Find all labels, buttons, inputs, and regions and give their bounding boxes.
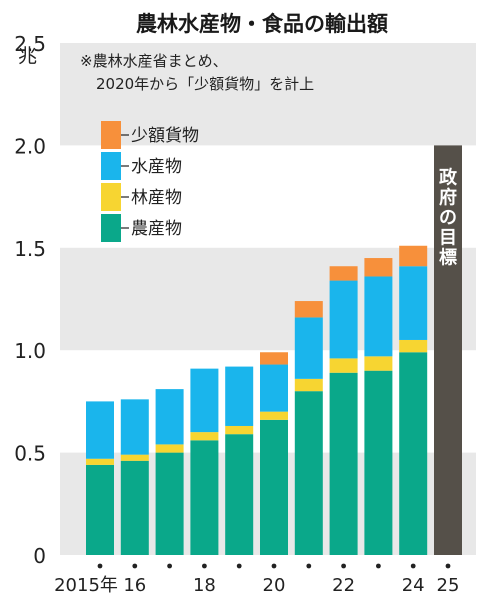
bar-2018-series-0 (190, 440, 219, 555)
bar-2024-series-2 (399, 266, 428, 340)
bar-2019-series-1 (225, 425, 254, 435)
bar-2022-series-3 (329, 266, 358, 281)
x-tick-label-2025: 25 (437, 575, 460, 596)
x-tick-label-2018: 18 (193, 575, 216, 596)
bar-2015-series-1 (86, 458, 114, 465)
y-tick-5: 2.5 (14, 32, 46, 56)
x-dot-2021 (306, 563, 312, 569)
source-note-line1: ※農林水産省まとめ、 (80, 52, 228, 70)
bar-2018-series-2 (190, 368, 219, 433)
y-tick-0: 0 (33, 544, 46, 568)
bar-2017-series-2 (155, 389, 184, 445)
bar-2016-series-0 (120, 460, 149, 555)
y-unit: 兆 (18, 45, 37, 67)
y-tick-1: 0.5 (14, 442, 46, 466)
bar-2021-series-3 (294, 301, 323, 318)
x-tick-label-2015: 2015年 (54, 575, 118, 596)
y-tick-4: 2.0 (14, 134, 46, 158)
bar-2023-series-2 (364, 276, 393, 357)
bar-2016-series-1 (120, 454, 149, 461)
x-tick-label-2022: 22 (332, 575, 355, 596)
bar-2024-series-1 (399, 339, 428, 353)
x-tick-label-2020: 20 (263, 575, 286, 596)
target-label: 政府の目標 (439, 166, 458, 268)
y-axis: 0 0.5 1.0 1.5 2.0 2.5 (14, 32, 46, 568)
bar-2022-series-1 (329, 358, 358, 373)
bar-2016-series-2 (120, 399, 149, 455)
bar-2020-series-0 (260, 419, 288, 555)
legend-swatch-1 (101, 152, 121, 180)
source-note-line2: 2020年から「少額貨物」を計上 (96, 75, 314, 93)
bar-2021-series-0 (294, 391, 323, 555)
x-dot-2020 (271, 563, 277, 569)
y-tick-3: 1.5 (14, 237, 46, 261)
target-bar: 政府の目標 (434, 145, 462, 555)
x-tick-label-2024: 24 (402, 575, 425, 596)
target-bar-rect (434, 145, 462, 555)
x-dot-2022 (341, 563, 346, 569)
bar-2023-series-1 (364, 356, 393, 371)
x-dot-2015 (97, 563, 103, 569)
bar-2022-series-0 (329, 372, 358, 555)
x-dot-2023 (376, 563, 381, 569)
x-dot-2016 (132, 563, 138, 569)
y-tick-2: 1.0 (14, 339, 46, 363)
x-dot-2018 (202, 563, 207, 569)
legend-label-0: 少額貨物 (131, 126, 199, 146)
x-dot-2017 (167, 563, 173, 569)
x-axis: 2015年 16 18 20 22 24 25 (54, 563, 460, 596)
bar-2017-series-1 (155, 444, 184, 453)
bar-2024-series-3 (399, 245, 428, 267)
bar-2021-series-2 (294, 317, 323, 379)
x-dot-2019 (236, 563, 242, 569)
bar-2023-series-3 (364, 258, 393, 277)
legend-label-3: 農産物 (131, 219, 182, 239)
bar-2017-series-0 (155, 452, 184, 555)
bar-2020-series-3 (260, 352, 288, 365)
bar-2018-series-1 (190, 432, 219, 441)
bar-2019-series-2 (225, 366, 254, 426)
legend-label-2: 林産物 (131, 188, 182, 208)
x-dot-2025 (445, 563, 451, 569)
x-dot-2024 (410, 563, 416, 569)
chart-title: 農林水産物・食品の輸出額 (136, 12, 388, 36)
band-2 (60, 43, 476, 146)
bar-2019-series-0 (225, 434, 254, 555)
legend-swatch-0 (101, 121, 121, 149)
legend-swatch-2 (101, 183, 121, 211)
bar-2020-series-2 (260, 364, 288, 412)
bar-2015-series-2 (86, 401, 114, 459)
stacked-bars (86, 245, 428, 555)
x-tick-label-2016: 16 (123, 575, 146, 596)
bar-2022-series-2 (329, 280, 358, 359)
bar-2021-series-1 (294, 378, 323, 392)
bar-2020-series-1 (260, 411, 288, 420)
legend-swatch-3 (101, 214, 121, 242)
legend-label-1: 水産物 (131, 157, 182, 177)
bar-2024-series-0 (399, 352, 428, 555)
bar-2023-series-0 (364, 370, 393, 555)
bar-2015-series-0 (86, 464, 114, 555)
